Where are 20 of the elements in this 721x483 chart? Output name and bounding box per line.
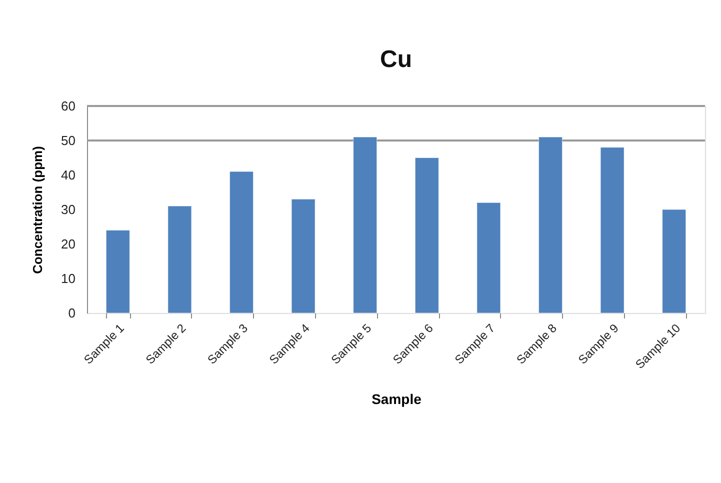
y-tick-label: 30 xyxy=(61,202,76,217)
bar xyxy=(168,206,192,314)
y-tick-label: 50 xyxy=(61,133,76,148)
bar xyxy=(414,158,439,314)
bar xyxy=(600,147,624,314)
chart-title: Cu xyxy=(380,46,412,73)
y-axis-title: Concentration (ppm) xyxy=(30,146,46,274)
bar xyxy=(538,136,562,314)
bar xyxy=(291,198,316,314)
bar xyxy=(353,136,378,314)
y-tick-label: 40 xyxy=(61,168,76,182)
y-tick-label: 20 xyxy=(61,236,76,252)
y-tick-label: 0 xyxy=(68,306,76,320)
y-tick-label: 10 xyxy=(61,271,76,286)
bar xyxy=(476,202,501,314)
y-tick-label: 60 xyxy=(61,98,76,114)
x-axis-title: Sample xyxy=(372,390,422,407)
bar xyxy=(230,171,254,314)
bar xyxy=(662,209,686,314)
bar xyxy=(106,230,130,314)
